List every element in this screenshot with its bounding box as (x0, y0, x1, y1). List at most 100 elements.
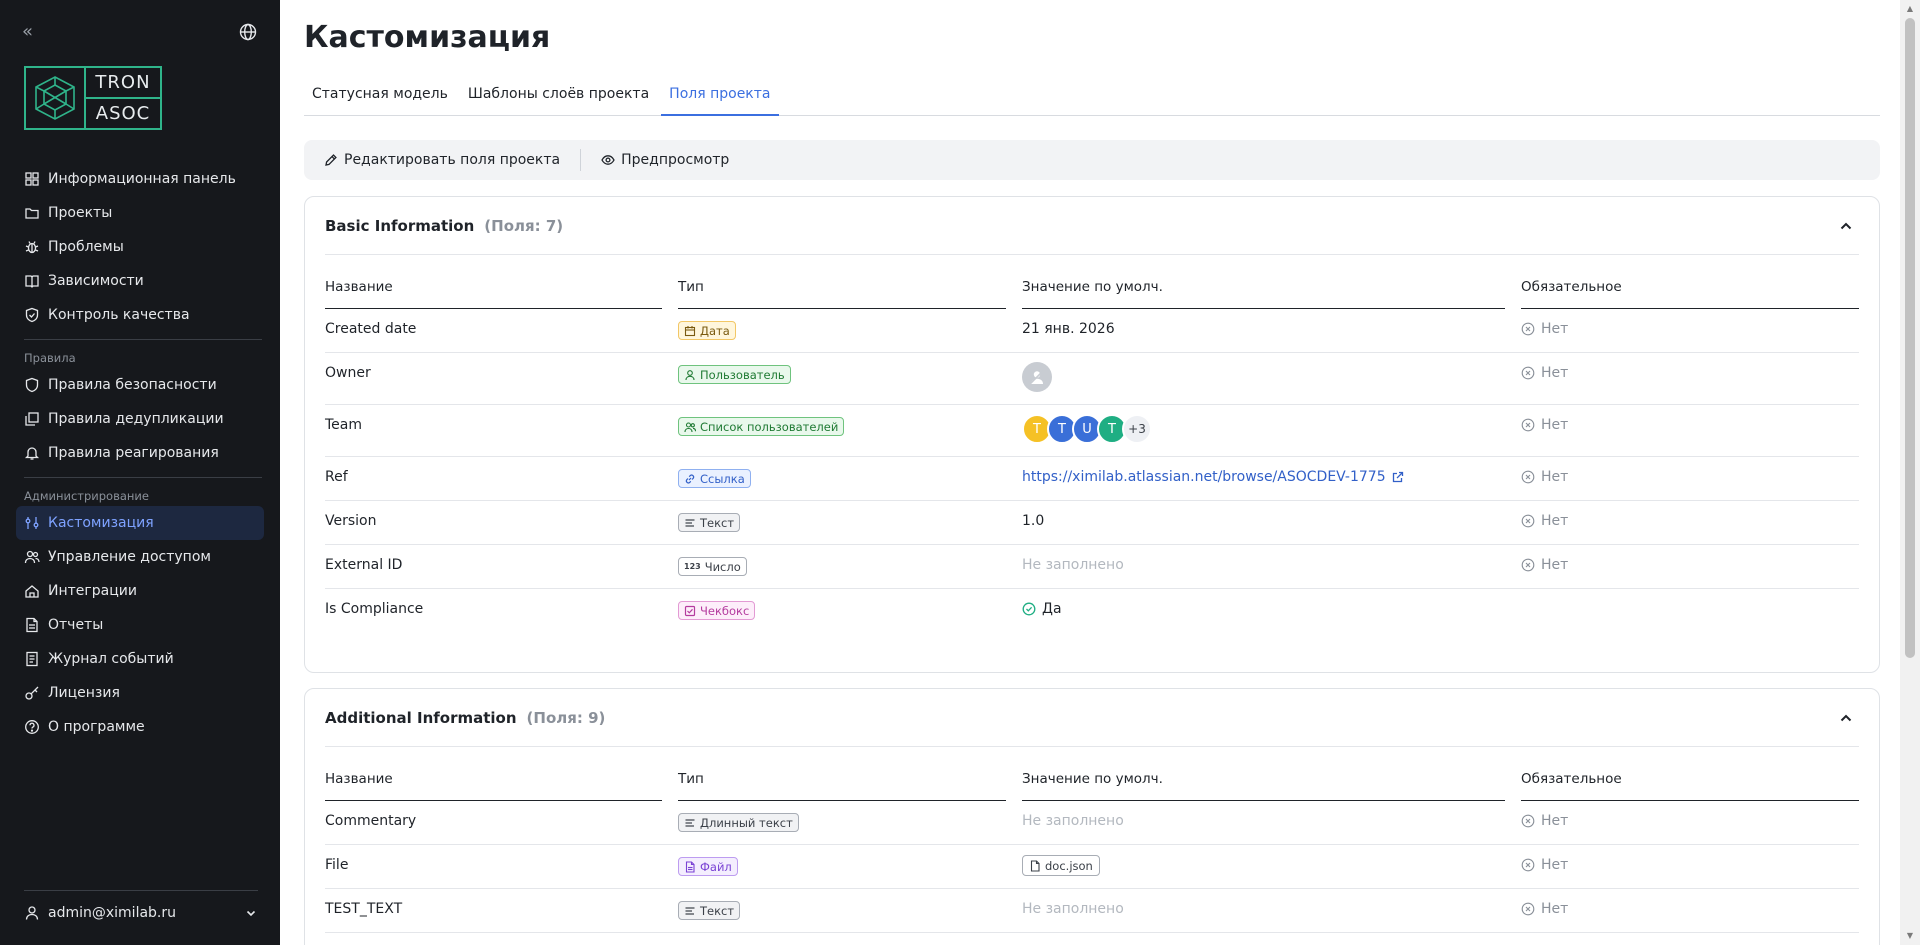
sidebar-item-integrations[interactable]: Интеграции (16, 574, 264, 608)
avatar-overflow-count[interactable]: +3 (1122, 414, 1152, 444)
globe-icon[interactable] (238, 22, 258, 42)
table-row[interactable]: Commentary Длинный текст Не заполнено Не… (325, 801, 1859, 845)
external-link[interactable]: https://ximilab.atlassian.net/browse/ASO… (1022, 469, 1505, 485)
scroll-down-arrow-icon[interactable]: ▼ (1906, 931, 1914, 940)
sidebar-item-label: Кастомизация (48, 515, 154, 531)
table-row[interactable]: Owner Пользователь Нет (325, 353, 1859, 405)
sidebar-item-issues[interactable]: Проблемы (16, 230, 264, 264)
link-icon (685, 474, 695, 483)
sidebar-item-about[interactable]: О программе (16, 710, 264, 744)
scrollbar-thumb[interactable] (1905, 18, 1915, 658)
sidebar-item-license[interactable]: Лицензия (16, 676, 264, 710)
table-row[interactable]: Created date Дата 21 янв. 2026 Нет (325, 309, 1859, 353)
field-name: Ref (325, 469, 348, 485)
field-type-cell: Длинный текст (678, 801, 1006, 833)
sliders-icon (25, 517, 39, 529)
field-name: TEST_TEXT (325, 901, 403, 917)
card-header: Additional Information (Поля: 9) (325, 689, 1859, 747)
eye-icon (601, 155, 615, 165)
bell-icon (24, 447, 40, 460)
default-value-cell (1022, 353, 1505, 392)
sidebar-item-reports[interactable]: Отчеты (16, 608, 264, 642)
required-label: Нет (1541, 557, 1569, 573)
required-cell: Нет (1521, 845, 1859, 873)
required-label: Нет (1541, 365, 1569, 381)
external-link-icon (1392, 471, 1403, 482)
tab-layer-templates[interactable]: Шаблоны слоёв проекта (467, 86, 650, 102)
field-type-label: Дата (700, 323, 730, 338)
sidebar-item-customization[interactable]: Кастомизация (16, 506, 264, 540)
bug-icon (25, 241, 39, 254)
file-attachment[interactable]: doc.json (1022, 855, 1100, 876)
sidebar-item-response-rules[interactable]: Правила реагирования (16, 436, 264, 470)
field-type-tag: Ссылка (678, 469, 751, 488)
field-name: Created date (325, 321, 417, 337)
collapse-sidebar-icon[interactable]: « (22, 21, 33, 42)
field-type-cell: Чекбокс (678, 589, 1006, 621)
field-name: Owner (325, 365, 371, 381)
sidebar-item-dependencies[interactable]: Зависимости (16, 264, 264, 298)
table-row[interactable]: External ID 123 Число Не заполнено Нет (325, 545, 1859, 589)
table-row[interactable]: Version Текст 1.0 Нет (325, 501, 1859, 545)
user-menu[interactable]: admin@ximilab.ru (24, 890, 258, 934)
sidebar-item-dedup-rules[interactable]: Правила дедупликации (16, 402, 264, 436)
folder-icon (25, 208, 39, 219)
sidebar-item-access-control[interactable]: Управление доступом (16, 540, 264, 574)
sidebar-item-dashboard[interactable]: Информационная панель (16, 162, 264, 196)
default-value-cell: T T U T +3 (1022, 405, 1505, 444)
sidebar-item-security-rules[interactable]: Правила безопасности (16, 368, 264, 402)
copy-icon (25, 412, 39, 426)
field-type-label: Список пользователей (700, 419, 839, 434)
table-row[interactable]: File Файл doc.json Нет (325, 845, 1859, 889)
tab-status-model[interactable]: Статусная модель (312, 86, 448, 102)
tab-project-fields[interactable]: Поля проекта (661, 80, 779, 116)
default-value: 1.0 (1022, 513, 1045, 529)
field-type-label: Длинный текст (700, 815, 793, 830)
chevron-up-icon[interactable] (1837, 709, 1855, 727)
user-icon (25, 905, 39, 920)
page-title: Кастомизация (304, 20, 551, 55)
x-circle-icon (1521, 902, 1535, 916)
scroll-up-arrow-icon[interactable]: ▲ (1906, 4, 1914, 13)
column-header-name: Название (325, 767, 662, 801)
toolbar: Редактировать поля проекта Предпросмотр (304, 140, 1880, 180)
sidebar-item-label: Проблемы (48, 239, 124, 255)
sidebar-nav-main: Информационная панель Проекты Проблемы З… (16, 162, 264, 744)
sidebar-item-event-log[interactable]: Журнал событий (16, 642, 264, 676)
sidebar: « TRON ASOC Информационная панель Про (0, 0, 280, 945)
chevron-up-icon[interactable] (1837, 217, 1855, 235)
page-scrollbar[interactable]: ▲ ▼ (1900, 0, 1920, 945)
edit-fields-button[interactable]: Редактировать поля проекта (316, 145, 568, 175)
sidebar-item-quality-control[interactable]: Контроль качества (16, 298, 264, 332)
edit-fields-label: Редактировать поля проекта (344, 152, 561, 168)
field-name: Is Compliance (325, 601, 424, 617)
column-header-name: Название (325, 275, 662, 309)
field-type-cell: Пользователь (678, 353, 1006, 385)
required-label: Нет (1541, 901, 1569, 917)
fields-table: Название Тип Значение по умолч. Обязател… (325, 275, 1859, 633)
card-field-count: (Поля: 9) (526, 708, 606, 727)
field-type-tag: Текст (678, 901, 741, 920)
field-name: File (325, 857, 349, 873)
book-icon (25, 275, 39, 288)
default-value: Не заполнено (1022, 557, 1124, 573)
tron-asoc-logo[interactable]: TRON ASOC (24, 66, 162, 130)
field-type-tag: 123 Число (678, 557, 747, 576)
column-header-type: Тип (678, 275, 1006, 309)
field-type-label: Пользователь (700, 367, 785, 382)
table-row[interactable]: Ref Ссылка https://ximilab.atlassian.net… (325, 457, 1859, 501)
table-row[interactable]: Team Список пользователей T T U T +3 (325, 405, 1859, 457)
tab-bar: Статусная модель Шаблоны слоёв проекта П… (304, 80, 1880, 116)
sidebar-item-label: Отчеты (48, 617, 104, 633)
table-row[interactable]: TEST_TEXT Текст Не заполнено Нет (325, 889, 1859, 933)
file-name: doc.json (1045, 858, 1093, 873)
sidebar-item-label: Управление доступом (48, 549, 211, 565)
preview-button[interactable]: Предпросмотр (593, 145, 737, 175)
table-row[interactable]: Is Compliance Чекбокс Да (325, 589, 1859, 633)
sidebar-item-projects[interactable]: Проекты (16, 196, 264, 230)
field-type-label: Число (704, 559, 741, 574)
required-label: Нет (1541, 321, 1569, 337)
sidebar-divider (24, 339, 262, 340)
required-cell: Нет (1521, 545, 1859, 573)
default-value: Да (1042, 601, 1062, 617)
